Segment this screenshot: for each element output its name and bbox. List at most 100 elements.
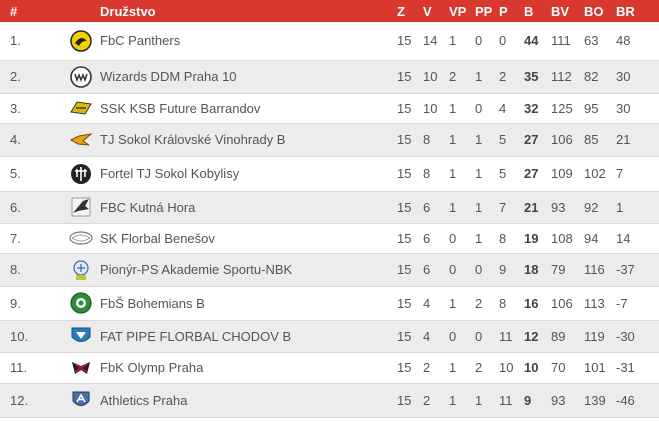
table-row: 5. Fortel TJ Sokol Kobylisy 15 8 1 1 5 27 109 102…	[0, 156, 659, 192]
goal-difference: -31	[616, 352, 659, 384]
losses: 11	[499, 383, 524, 418]
table-row: 3. SSK KSB Future Barrandov 15 10 1 0 4 32 125 95…	[0, 93, 659, 124]
wins: 2	[423, 383, 449, 418]
overtime-wins: 1	[449, 352, 475, 384]
rank-cell: 8.	[0, 253, 62, 287]
rank-cell: 3.	[0, 93, 62, 124]
goals-against: 119	[584, 320, 616, 353]
games-played: 15	[397, 383, 423, 418]
header-bv: BV	[551, 0, 584, 22]
games-played: 15	[397, 123, 423, 157]
wins: 8	[423, 123, 449, 157]
overtime-wins: 1	[449, 383, 475, 418]
logo-cell	[62, 93, 100, 124]
logo-cell	[62, 286, 100, 321]
header-v: V	[423, 0, 449, 22]
header-vp: VP	[449, 0, 475, 22]
team-name[interactable]: FbŠ Bohemians B	[100, 286, 397, 321]
games-played: 15	[397, 320, 423, 353]
goal-difference: -37	[616, 253, 659, 287]
games-played: 15	[397, 223, 423, 254]
overtime-losses: 2	[475, 286, 499, 321]
games-played: 15	[397, 253, 423, 287]
overtime-wins: 1	[449, 191, 475, 224]
overtime-losses: 1	[475, 60, 499, 94]
goals-for: 111	[551, 22, 584, 61]
games-played: 15	[397, 156, 423, 192]
points: 35	[524, 60, 551, 94]
table-row: 12. Athletics Praha 15 2 1 1 11 9 93 139 -46	[0, 383, 659, 418]
benesov-logo-icon	[69, 226, 93, 250]
overtime-wins: 1	[449, 22, 475, 61]
goals-for: 106	[551, 123, 584, 157]
points: 9	[524, 383, 551, 418]
overtime-wins: 2	[449, 60, 475, 94]
goals-against: 63	[584, 22, 616, 61]
team-name[interactable]: SK Florbal Benešov	[100, 223, 397, 254]
goals-against: 113	[584, 286, 616, 321]
team-name[interactable]: Fortel TJ Sokol Kobylisy	[100, 156, 397, 192]
table-header-row: # Družstvo Z V VP PP P B BV BO BR	[0, 0, 659, 22]
logo-cell	[62, 352, 100, 384]
games-played: 15	[397, 93, 423, 124]
goals-against: 95	[584, 93, 616, 124]
table-row: 1. FbC Panthers 15 14 1 0 0 44 111 63 48	[0, 22, 659, 61]
team-name[interactable]: FbK Olymp Praha	[100, 352, 397, 384]
games-played: 15	[397, 60, 423, 94]
wins: 2	[423, 352, 449, 384]
points: 27	[524, 123, 551, 157]
table-row: 6. FBC Kutná Hora 15 6 1 1 7 21 93 92 1	[0, 191, 659, 224]
overtime-losses: 1	[475, 191, 499, 224]
header-team: Družstvo	[100, 0, 397, 22]
goals-against: 85	[584, 123, 616, 157]
team-name[interactable]: Pionýr-PS Akademie Sportu-NBK	[100, 253, 397, 287]
logo-cell	[62, 123, 100, 157]
wins: 6	[423, 191, 449, 224]
team-name[interactable]: FBC Kutná Hora	[100, 191, 397, 224]
goal-difference: 48	[616, 22, 659, 61]
team-name[interactable]: TJ Sokol Královské Vinohrady B	[100, 123, 397, 157]
points: 16	[524, 286, 551, 321]
team-name[interactable]: SSK KSB Future Barrandov	[100, 93, 397, 124]
overtime-losses: 2	[475, 352, 499, 384]
wins: 6	[423, 253, 449, 287]
sokol-kv-logo-icon	[69, 128, 93, 152]
losses: 9	[499, 253, 524, 287]
logo-cell	[62, 60, 100, 94]
rank-cell: 9.	[0, 286, 62, 321]
goals-against: 139	[584, 383, 616, 418]
header-br: BR	[616, 0, 659, 22]
overtime-wins: 1	[449, 93, 475, 124]
overtime-losses: 1	[475, 223, 499, 254]
header-pp: PP	[475, 0, 499, 22]
points: 44	[524, 22, 551, 61]
points: 18	[524, 253, 551, 287]
team-name[interactable]: Athletics Praha	[100, 383, 397, 418]
goal-difference: 1	[616, 191, 659, 224]
losses: 0	[499, 22, 524, 61]
table-row: 11. FbK Olymp Praha 15 2 1 2 10 10 70 101 -31	[0, 352, 659, 384]
losses: 11	[499, 320, 524, 353]
goals-for: 89	[551, 320, 584, 353]
logo-cell	[62, 223, 100, 254]
goal-difference: -7	[616, 286, 659, 321]
overtime-wins: 0	[449, 320, 475, 353]
olymp-logo-icon	[69, 356, 93, 380]
team-name[interactable]: FAT PIPE FLORBAL CHODOV B	[100, 320, 397, 353]
points: 32	[524, 93, 551, 124]
wins: 10	[423, 60, 449, 94]
logo-cell	[62, 383, 100, 418]
goals-for: 125	[551, 93, 584, 124]
wins: 4	[423, 320, 449, 353]
goals-for: 112	[551, 60, 584, 94]
team-name[interactable]: Wizards DDM Praha 10	[100, 60, 397, 94]
team-name[interactable]: FbC Panthers	[100, 22, 397, 61]
bohemians-logo-icon	[69, 291, 93, 315]
goal-difference: 30	[616, 60, 659, 94]
rank-cell: 5.	[0, 156, 62, 192]
rank-cell: 12.	[0, 383, 62, 418]
overtime-losses: 0	[475, 22, 499, 61]
losses: 5	[499, 123, 524, 157]
goals-for: 93	[551, 383, 584, 418]
losses: 4	[499, 93, 524, 124]
